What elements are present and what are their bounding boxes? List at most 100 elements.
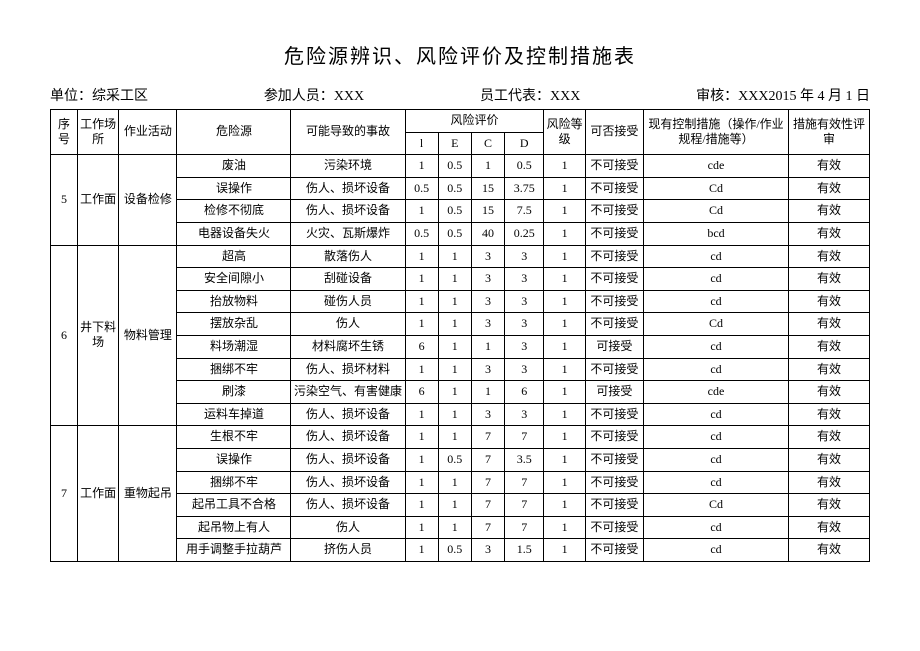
- cell-l: 1: [405, 268, 438, 291]
- cell-l: 1: [405, 426, 438, 449]
- rep-block: 员工代表：XXX: [480, 85, 580, 105]
- cell-acceptable: 不可接受: [585, 177, 643, 200]
- cell-c: 3: [471, 403, 504, 426]
- th-effectiveness: 措施有效性评审: [789, 110, 870, 155]
- cell-d: 3: [505, 245, 544, 268]
- cell-d: 3: [505, 335, 544, 358]
- cell-acceptable: 不可接受: [585, 358, 643, 381]
- cell-level: 1: [544, 381, 585, 404]
- cell-c: 7: [471, 516, 504, 539]
- cell-eff: 有效: [789, 245, 870, 268]
- cell-l: 1: [405, 358, 438, 381]
- cell-l: 1: [405, 448, 438, 471]
- cell-level: 1: [544, 539, 585, 562]
- th-l: l: [405, 132, 438, 155]
- cell-hazard: 超高: [177, 245, 291, 268]
- cell-eff: 有效: [789, 200, 870, 223]
- cell-hazard: 检修不彻底: [177, 200, 291, 223]
- cell-l: 1: [405, 403, 438, 426]
- reviewer-value: XXX2015 年 4 月 1 日: [738, 89, 870, 104]
- cell-hazard: 生根不牢: [177, 426, 291, 449]
- cell-accident: 污染空气、有害健康: [291, 381, 405, 404]
- cell-c: 3: [471, 313, 504, 336]
- cell-location: 工作面: [77, 426, 118, 562]
- cell-e: 1: [438, 245, 471, 268]
- th-activity: 作业活动: [119, 110, 177, 155]
- cell-e: 1: [438, 313, 471, 336]
- cell-level: 1: [544, 313, 585, 336]
- risk-table: 序号 工作场所 作业活动 危险源 可能导致的事故 风险评价 风险等级 可否接受 …: [50, 109, 870, 562]
- cell-control: cd: [643, 358, 788, 381]
- cell-acceptable: 不可接受: [585, 200, 643, 223]
- cell-level: 1: [544, 268, 585, 291]
- cell-acceptable: 可接受: [585, 335, 643, 358]
- cell-l: 1: [405, 494, 438, 517]
- cell-c: 3: [471, 268, 504, 291]
- cell-d: 7.5: [505, 200, 544, 223]
- cell-acceptable: 不可接受: [585, 471, 643, 494]
- cell-level: 1: [544, 177, 585, 200]
- cell-control: Cd: [643, 200, 788, 223]
- cell-level: 1: [544, 403, 585, 426]
- cell-e: 1: [438, 426, 471, 449]
- cell-l: 1: [405, 155, 438, 178]
- cell-c: 7: [471, 448, 504, 471]
- cell-eff: 有效: [789, 539, 870, 562]
- cell-accident: 伤人、损坏设备: [291, 426, 405, 449]
- participants-value: XXX: [334, 89, 364, 104]
- cell-l: 1: [405, 516, 438, 539]
- cell-l: 1: [405, 313, 438, 336]
- cell-c: 3: [471, 358, 504, 381]
- cell-l: 0.5: [405, 177, 438, 200]
- th-accident: 可能导致的事故: [291, 110, 405, 155]
- table-row: 7工作面重物起吊生根不牢伤人、损坏设备11771不可接受cd有效: [51, 426, 870, 449]
- th-control: 现有控制措施（操作/作业规程/措施等）: [643, 110, 788, 155]
- cell-l: 1: [405, 200, 438, 223]
- cell-acceptable: 不可接受: [585, 222, 643, 245]
- cell-level: 1: [544, 222, 585, 245]
- cell-hazard: 捆绑不牢: [177, 471, 291, 494]
- cell-eff: 有效: [789, 516, 870, 539]
- cell-control: Cd: [643, 494, 788, 517]
- cell-accident: 污染环境: [291, 155, 405, 178]
- cell-acceptable: 不可接受: [585, 403, 643, 426]
- cell-c: 1: [471, 155, 504, 178]
- cell-control: cd: [643, 290, 788, 313]
- cell-control: cd: [643, 335, 788, 358]
- cell-level: 1: [544, 494, 585, 517]
- cell-control: cde: [643, 155, 788, 178]
- cell-control: cd: [643, 268, 788, 291]
- cell-e: 1: [438, 403, 471, 426]
- cell-c: 15: [471, 200, 504, 223]
- cell-accident: 挤伤人员: [291, 539, 405, 562]
- cell-hazard: 摆放杂乱: [177, 313, 291, 336]
- th-d: D: [505, 132, 544, 155]
- cell-acceptable: 不可接受: [585, 313, 643, 336]
- cell-l: 6: [405, 381, 438, 404]
- cell-eff: 有效: [789, 448, 870, 471]
- cell-e: 1: [438, 290, 471, 313]
- cell-eff: 有效: [789, 358, 870, 381]
- cell-hazard: 捆绑不牢: [177, 358, 291, 381]
- table-head: 序号 工作场所 作业活动 危险源 可能导致的事故 风险评价 风险等级 可否接受 …: [51, 110, 870, 155]
- cell-acceptable: 不可接受: [585, 516, 643, 539]
- cell-accident: 碰伤人员: [291, 290, 405, 313]
- cell-eff: 有效: [789, 335, 870, 358]
- cell-level: 1: [544, 335, 585, 358]
- th-location: 工作场所: [77, 110, 118, 155]
- cell-accident: 材料腐坏生锈: [291, 335, 405, 358]
- unit-label: 单位：: [50, 89, 92, 104]
- cell-eff: 有效: [789, 313, 870, 336]
- cell-d: 3.75: [505, 177, 544, 200]
- cell-hazard: 误操作: [177, 177, 291, 200]
- cell-l: 1: [405, 539, 438, 562]
- th-risk-eval: 风险评价: [405, 110, 544, 133]
- participants-label: 参加人员：: [264, 89, 334, 104]
- cell-acceptable: 不可接受: [585, 494, 643, 517]
- cell-accident: 伤人、损坏材料: [291, 358, 405, 381]
- cell-control: cd: [643, 403, 788, 426]
- cell-c: 7: [471, 426, 504, 449]
- th-seq: 序号: [51, 110, 78, 155]
- header-info: 单位：综采工区 参加人员：XXX 员工代表：XXX 审核：XXX2015 年 4…: [50, 85, 870, 105]
- cell-activity: 重物起吊: [119, 426, 177, 562]
